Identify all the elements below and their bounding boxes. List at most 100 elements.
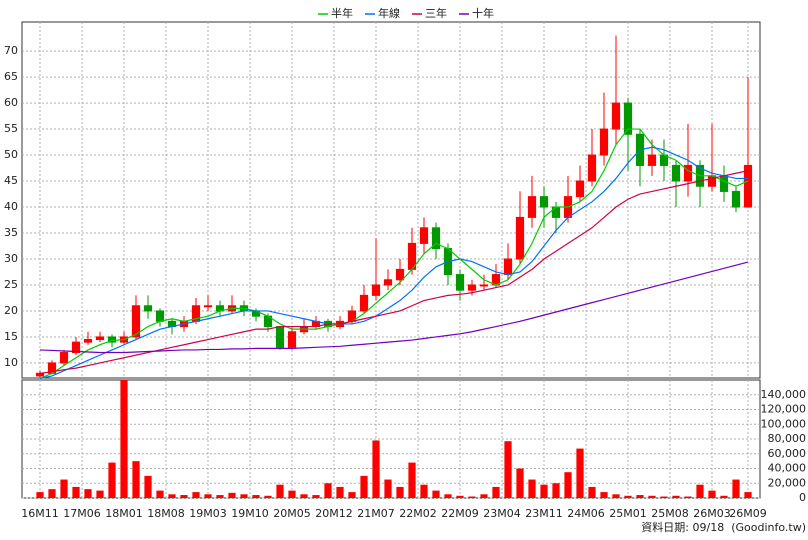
- x-tick-label: 25M08: [651, 507, 689, 520]
- x-tick-label: 25M01: [609, 507, 647, 520]
- x-tick-label: 22M02: [399, 507, 437, 520]
- volume-bar: [732, 479, 740, 498]
- candle-body: [467, 284, 477, 291]
- x-tick-label: 24M06: [567, 507, 605, 520]
- volume-bar: [156, 490, 164, 498]
- volume-bar: [276, 484, 284, 498]
- volume-bar: [456, 495, 464, 498]
- volume-bar: [360, 475, 368, 498]
- volume-bar: [408, 462, 416, 498]
- volume-bar: [48, 489, 56, 498]
- y-tick-label: 70: [4, 44, 18, 57]
- x-tick-label: 20M05: [273, 507, 311, 520]
- candle-body: [455, 274, 465, 291]
- candle-body: [83, 339, 93, 343]
- volume-bar: [672, 495, 680, 498]
- ma-line: [39, 261, 749, 354]
- volume-bar: [252, 495, 260, 498]
- y-tick-label: 10: [4, 356, 18, 369]
- volume-bar: [684, 496, 692, 498]
- volume-bar: [504, 441, 512, 498]
- legend-label: 三年: [425, 6, 447, 20]
- candle-body: [59, 352, 69, 364]
- y-tick-label: 20: [4, 304, 18, 317]
- x-tick-label: 21M07: [357, 507, 395, 520]
- candle-body: [95, 336, 105, 341]
- volume-bar: [168, 494, 176, 498]
- volume-bar: [96, 490, 104, 498]
- volume-bar: [432, 490, 440, 498]
- ma-line: [39, 146, 748, 380]
- volume-bar: [192, 492, 200, 498]
- volume-bar: [420, 484, 428, 498]
- candle-body: [359, 294, 369, 312]
- candle-body: [371, 284, 381, 296]
- volume-bar: [228, 492, 236, 498]
- y-tick-label: 40: [4, 200, 18, 213]
- volume-bar: [348, 492, 356, 498]
- volume-bar: [696, 484, 704, 498]
- candle-body: [515, 216, 525, 260]
- candle-body: [647, 154, 657, 166]
- volume-bar: [324, 483, 332, 498]
- volume-bar: [552, 483, 560, 498]
- candle-body: [107, 336, 117, 343]
- candle-body: [611, 102, 621, 130]
- volume-bar: [60, 479, 68, 498]
- x-tick-label: 16M11: [21, 507, 59, 520]
- y-tick-label: 65: [4, 70, 18, 83]
- x-tick-label: 18M01: [105, 507, 143, 520]
- volume-bar: [336, 486, 344, 498]
- candle-body: [575, 180, 585, 198]
- volume-bar: [480, 494, 488, 498]
- volume-bar: [240, 494, 248, 498]
- candle-body: [731, 190, 741, 208]
- volume-bar: [708, 490, 716, 498]
- volume-bar: [720, 495, 728, 498]
- y-tick-label: 55: [4, 122, 18, 135]
- candle-body: [395, 268, 405, 281]
- ma-line: [39, 128, 749, 380]
- x-tick-label: 20M12: [315, 507, 353, 520]
- volume-bar: [468, 496, 476, 498]
- volume-bar: [528, 479, 536, 498]
- x-tick-label: 19M10: [231, 507, 269, 520]
- volume-bar: [108, 462, 116, 498]
- price-panel: [21, 21, 761, 379]
- volume-bar: [72, 486, 80, 498]
- volume-bar: [492, 486, 500, 498]
- volume-bar: [144, 475, 152, 498]
- volume-bar: [384, 479, 392, 498]
- candle-body: [419, 227, 429, 244]
- volume-bar: [312, 495, 320, 498]
- candle-body: [287, 331, 297, 348]
- volume-bar: [660, 496, 668, 498]
- volume-bar: [588, 486, 596, 498]
- volume-bar: [264, 495, 272, 498]
- volume-bar: [540, 484, 548, 498]
- y-tick-label: 80,000: [768, 432, 807, 445]
- y-tick-label: 25: [4, 278, 18, 291]
- x-tick-label: 22M09: [441, 507, 479, 520]
- volume-bar: [648, 495, 656, 498]
- volume-bar: [120, 380, 128, 498]
- candle-body: [743, 164, 753, 208]
- candle-body: [131, 305, 141, 338]
- y-tick-label: 50: [4, 148, 18, 161]
- volume-bar: [744, 492, 752, 498]
- volume-bar: [444, 494, 452, 498]
- y-tick-label: 45: [4, 174, 18, 187]
- y-tick-label: 20,000: [768, 476, 807, 489]
- candle-body: [383, 279, 393, 286]
- x-tick-label: 23M11: [525, 507, 563, 520]
- y-tick-label: 120,000: [761, 403, 807, 416]
- volume-bar: [288, 490, 296, 498]
- volume-bar: [612, 494, 620, 498]
- volume-bar: [84, 489, 92, 498]
- candle-body: [719, 175, 729, 192]
- volume-bar: [216, 495, 224, 498]
- volume-bar: [624, 495, 632, 498]
- candle-body: [587, 154, 597, 182]
- volume-bar: [636, 495, 644, 498]
- candle-body: [623, 102, 633, 135]
